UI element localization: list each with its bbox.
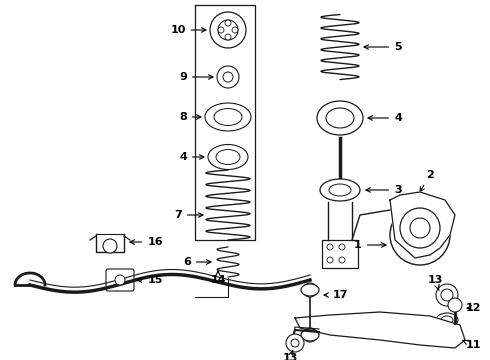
Text: 13: 13 (282, 350, 298, 360)
Circle shape (327, 257, 333, 263)
Text: 4: 4 (179, 152, 204, 162)
Text: 2: 2 (420, 170, 434, 192)
FancyBboxPatch shape (322, 240, 358, 268)
Text: 6: 6 (183, 257, 211, 267)
Text: 8: 8 (179, 112, 201, 122)
Circle shape (339, 244, 345, 250)
Text: 4: 4 (368, 113, 402, 123)
Ellipse shape (205, 103, 251, 131)
Text: 13: 13 (427, 275, 442, 291)
Text: 9: 9 (179, 72, 213, 82)
Circle shape (303, 328, 317, 342)
Circle shape (286, 334, 304, 352)
FancyBboxPatch shape (106, 269, 134, 291)
Circle shape (400, 208, 440, 248)
Text: 3: 3 (366, 185, 402, 195)
Circle shape (225, 34, 231, 40)
Text: 10: 10 (171, 25, 206, 35)
Circle shape (303, 283, 317, 297)
Ellipse shape (216, 149, 240, 165)
Circle shape (218, 27, 224, 33)
Circle shape (223, 72, 233, 82)
Text: 1: 1 (354, 240, 386, 250)
Ellipse shape (214, 108, 242, 126)
Polygon shape (295, 312, 465, 348)
Circle shape (210, 12, 246, 48)
Text: 14: 14 (210, 271, 226, 285)
Polygon shape (390, 192, 455, 258)
Ellipse shape (436, 284, 458, 306)
Ellipse shape (441, 316, 453, 324)
Circle shape (217, 66, 239, 88)
Text: 12: 12 (465, 303, 481, 313)
Ellipse shape (326, 108, 354, 128)
Ellipse shape (441, 289, 453, 301)
Text: 5: 5 (364, 42, 402, 52)
Circle shape (115, 275, 125, 285)
Circle shape (103, 239, 117, 253)
Text: 11: 11 (463, 340, 481, 350)
Circle shape (327, 244, 333, 250)
Ellipse shape (301, 329, 319, 341)
Text: 7: 7 (174, 210, 203, 220)
Circle shape (390, 205, 450, 265)
Circle shape (225, 20, 231, 26)
Circle shape (218, 20, 238, 40)
Text: 15: 15 (137, 275, 163, 285)
Ellipse shape (317, 101, 363, 135)
Circle shape (410, 218, 430, 238)
Circle shape (339, 257, 345, 263)
Text: 17: 17 (324, 290, 348, 300)
Circle shape (402, 217, 438, 253)
Text: 16: 16 (130, 237, 163, 247)
Ellipse shape (208, 144, 248, 170)
Ellipse shape (320, 179, 360, 201)
Circle shape (448, 298, 462, 312)
Circle shape (232, 27, 238, 33)
Circle shape (291, 339, 299, 347)
Ellipse shape (436, 313, 458, 327)
Circle shape (412, 227, 428, 243)
Ellipse shape (329, 184, 351, 196)
Ellipse shape (301, 284, 319, 296)
